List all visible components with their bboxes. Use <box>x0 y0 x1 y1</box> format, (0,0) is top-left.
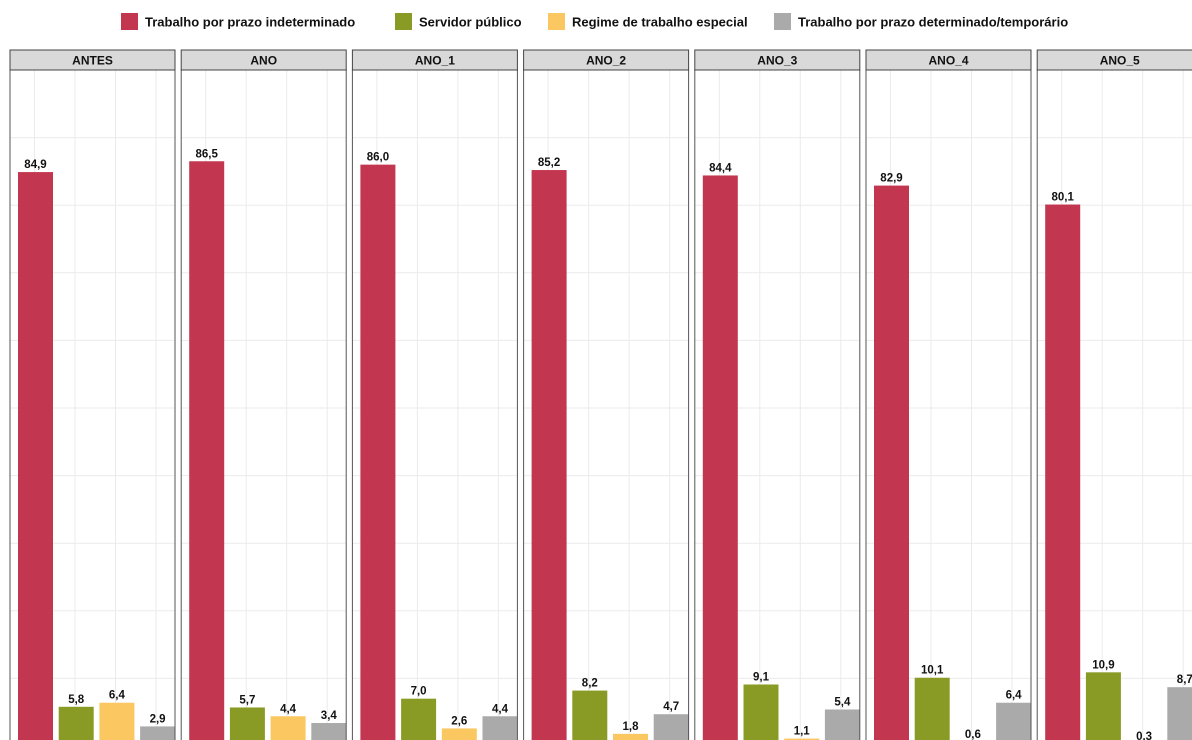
data-label: 4,4 <box>280 703 297 715</box>
facet-label: ANO_4 <box>928 54 968 68</box>
facet-label: ANO <box>250 54 277 68</box>
facet-strip <box>351 49 518 71</box>
bar <box>531 170 567 740</box>
bar <box>914 677 950 740</box>
plot-area <box>352 70 518 740</box>
facet-label: ANO_1 <box>415 54 455 68</box>
facet-panel: 84,9 5,8 6,4 2,9 ANTES <box>9 49 176 740</box>
legend: Trabalho por prazo indeterminado Servidor… <box>121 13 1068 30</box>
legend-swatch <box>774 13 791 30</box>
data-label: 4,4 <box>492 703 509 715</box>
data-label: 85,2 <box>538 157 560 169</box>
legend-label: Trabalho por prazo indeterminado <box>145 15 355 30</box>
bar <box>140 726 176 740</box>
data-label: 80,1 <box>1052 192 1075 204</box>
data-label: 5,7 <box>239 694 255 706</box>
facet-label: ANO_2 <box>586 54 626 68</box>
bar <box>270 716 306 740</box>
bar <box>18 172 53 740</box>
data-label: 5,4 <box>834 696 851 708</box>
bar <box>702 175 738 740</box>
facet-label: ANTES <box>72 54 113 68</box>
data-label: 8,2 <box>582 678 598 690</box>
facet-strip <box>694 49 861 71</box>
data-label: 4,7 <box>663 701 679 713</box>
data-label: 0,6 <box>965 729 981 740</box>
facet-strip <box>9 49 176 71</box>
data-label: 10,9 <box>1092 659 1114 671</box>
data-label: 6,4 <box>1006 690 1023 702</box>
data-label: 84,4 <box>709 162 732 174</box>
data-label: 86,5 <box>196 148 219 160</box>
bar <box>58 706 94 740</box>
data-label: 5,8 <box>68 694 85 706</box>
data-label: 84,9 <box>24 159 46 171</box>
legend-label: Regime de trabalho especial <box>572 15 748 30</box>
facet-panel: 85,2 8,2 1,8 4,7 ANO_2 <box>523 49 690 740</box>
facet-panel: 84,4 9,1 1,1 5,4 ANO_3 <box>694 49 861 740</box>
bar <box>99 702 135 740</box>
facet-panel: 86,5 5,7 4,4 3,4 ANO <box>180 49 347 740</box>
bar <box>1045 204 1081 740</box>
legend-swatch <box>548 13 565 30</box>
bar <box>824 709 860 740</box>
data-label: 2,9 <box>150 713 166 725</box>
data-label: 3,4 <box>321 710 338 722</box>
bar <box>441 728 477 740</box>
facet-label: ANO_3 <box>757 54 797 68</box>
data-label: 9,1 <box>753 671 770 683</box>
data-label: 6,4 <box>109 690 126 702</box>
facet-strip <box>180 49 347 71</box>
legend-swatch <box>121 13 138 30</box>
facet-panel: 86,0 7,0 2,6 4,4 ANO_1 <box>351 49 518 740</box>
facet-strip <box>523 49 690 71</box>
bar <box>874 185 909 740</box>
bar <box>482 716 518 740</box>
legend-swatch <box>395 13 412 30</box>
chart-panels: 84,9 5,8 6,4 2,9 ANTES 86,5 5,7 4,4 3,4 ANO 86,0 7,… <box>9 49 1192 740</box>
data-label: 2,6 <box>451 715 467 727</box>
facet-label: ANO_5 <box>1100 54 1140 68</box>
bar <box>311 723 347 740</box>
bar <box>653 714 689 740</box>
facet-strip <box>1036 49 1192 71</box>
bar <box>743 684 779 740</box>
bar <box>401 698 437 740</box>
bar <box>189 161 225 740</box>
legend-label: Trabalho por prazo determinado/temporári… <box>798 15 1068 30</box>
data-label: 7,0 <box>411 686 427 698</box>
bar <box>360 164 396 740</box>
bar <box>784 738 820 740</box>
facet-panel: 82,9 10,1 0,6 6,4 ANO_4 <box>865 49 1032 740</box>
data-label: 1,1 <box>794 726 811 738</box>
legend-label: Servidor público <box>419 15 522 30</box>
bar <box>229 707 265 740</box>
bar <box>996 702 1032 740</box>
data-label: 86,0 <box>367 152 389 164</box>
facet-panel: 80,1 10,9 0,3 8,7 ANO_5 <box>1036 49 1192 740</box>
data-label: 8,7 <box>1177 674 1192 686</box>
data-label: 1,8 <box>623 721 640 733</box>
data-label: 10,1 <box>921 665 944 677</box>
bar <box>1167 687 1192 740</box>
bar <box>572 690 608 740</box>
data-label: 0,3 <box>1136 731 1152 740</box>
bar <box>1085 672 1121 740</box>
bar <box>613 733 648 740</box>
facet-strip <box>865 49 1032 71</box>
data-label: 82,9 <box>880 173 902 185</box>
